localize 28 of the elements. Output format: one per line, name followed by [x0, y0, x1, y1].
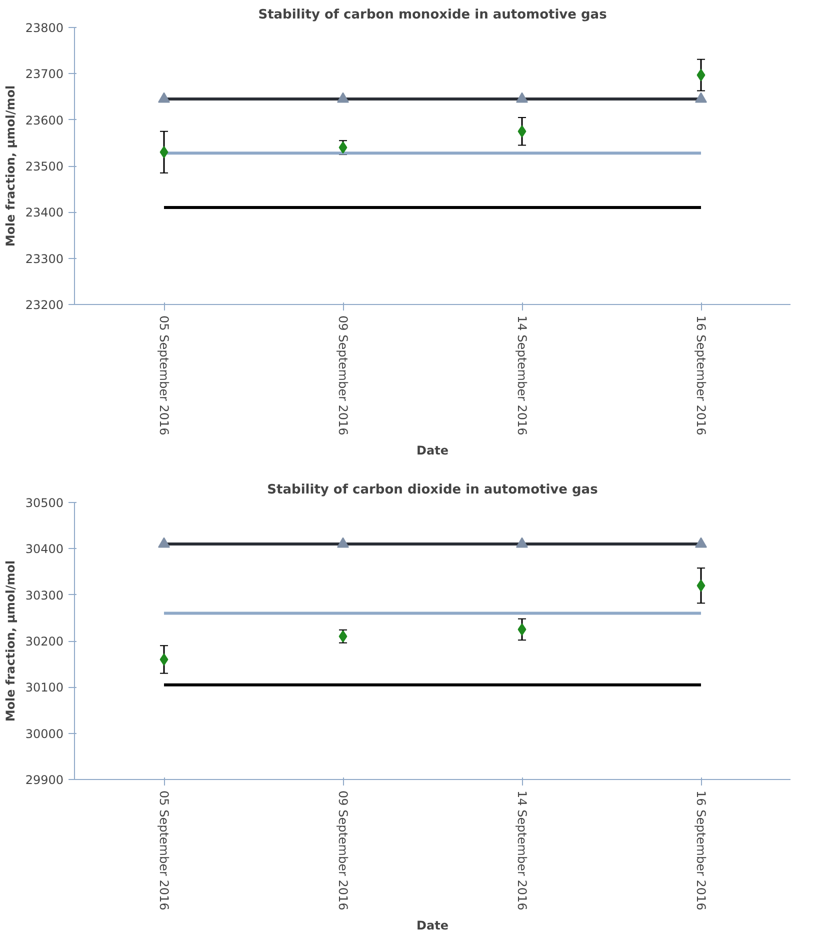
y-axis-title: Mole fraction, µmol/mol	[3, 85, 18, 247]
y-tick-label: 29900	[25, 773, 64, 787]
y-tick-label: 23600	[25, 113, 64, 128]
y-tick-label: 30100	[25, 680, 64, 695]
x-tick-label: 05 September 2016	[157, 316, 171, 436]
y-tick-label: 23400	[25, 206, 64, 220]
x-axis-title: Date	[416, 918, 448, 932]
y-axis-title: Mole fraction, µmol/mol	[3, 560, 18, 722]
y-tick-label: 23300	[25, 252, 64, 266]
chart-title: Stability of carbon monoxide in automotive gas	[258, 8, 608, 22]
chart-title: Stability of carbon dioxide in automotive gas	[267, 482, 598, 498]
y-tick-label: 30000	[25, 726, 64, 741]
y-tick-label: 30300	[25, 588, 64, 602]
x-tick-label: 14 September 2016	[515, 790, 529, 910]
y-tick-label: 30400	[25, 542, 64, 556]
x-tick-label: 16 September 2016	[694, 316, 708, 436]
x-tick-label: 16 September 2016	[694, 790, 708, 910]
y-tick-label: 23500	[25, 160, 64, 174]
y-tick-label: 30200	[25, 634, 64, 648]
y-tick-label: 23800	[25, 21, 64, 35]
y-tick-label: 23700	[25, 67, 64, 82]
x-tick-label: 14 September 2016	[515, 316, 529, 436]
x-tick-label: 05 September 2016	[157, 790, 171, 910]
y-tick-label: 30500	[25, 496, 64, 510]
x-tick-label: 09 September 2016	[336, 790, 350, 910]
y-tick-label: 23200	[25, 298, 64, 312]
x-tick-label: 09 September 2016	[336, 316, 350, 436]
x-axis-title: Date	[416, 443, 448, 458]
